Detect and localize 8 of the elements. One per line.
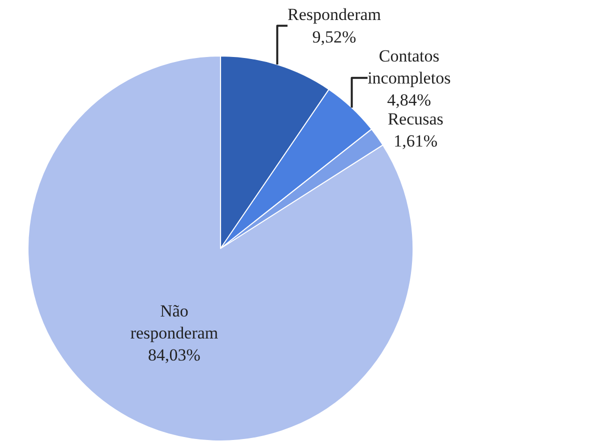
data-label: 4,84% (387, 90, 432, 110)
slice-label: Contatos incompletos (368, 46, 451, 88)
slice-label: Não responderam (130, 301, 218, 342)
data-label: 9,52% (312, 27, 356, 46)
data-label: 84,03% (148, 345, 200, 364)
slice-label: Responderam (288, 5, 382, 24)
slice-label: Recusas (388, 110, 444, 129)
data-label: 1,61% (394, 132, 438, 151)
